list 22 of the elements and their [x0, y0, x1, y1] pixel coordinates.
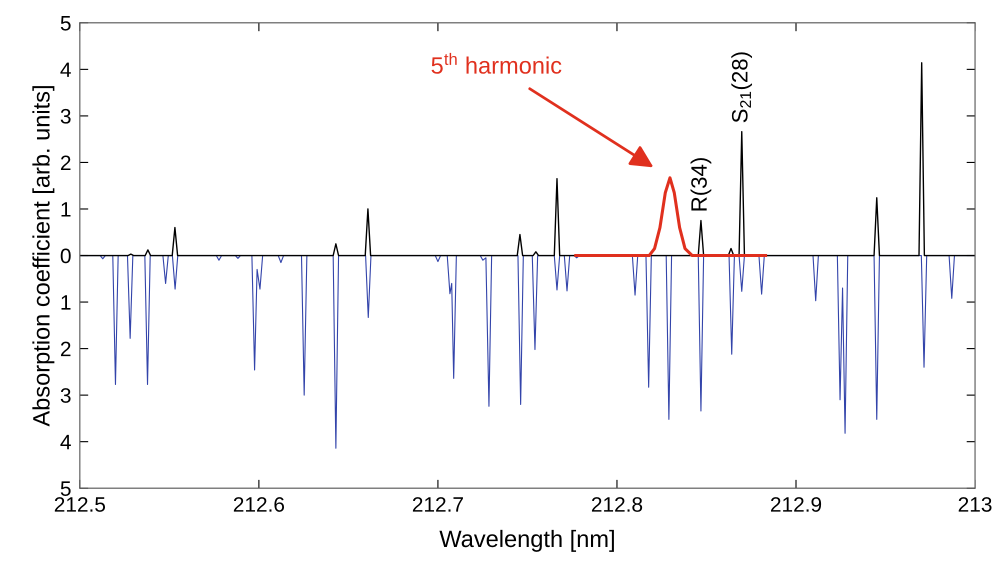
y-tick-label: 3 [60, 108, 71, 124]
x-tick-label: 213 [958, 497, 992, 512]
x-tick-label: 212.5 [54, 497, 106, 512]
x-tick-label: 212.7 [412, 497, 463, 512]
x-axis-title: Wavelength [nm] [439, 530, 614, 552]
annotation: S$_{21}$(28) [731, 52, 752, 122]
y-tick-label: 4 [60, 434, 71, 450]
x-tick-label: 212.9 [770, 497, 822, 512]
annotation: R(34) [690, 158, 712, 210]
annotation: 5$^{th}$ harmonic [432, 52, 562, 74]
y-tick-label: 5 [60, 481, 71, 496]
y-tick-label: 4 [60, 62, 71, 77]
y-tick-label: 0 [60, 248, 71, 264]
y-tick-label: 2 [60, 155, 70, 170]
x-tick-label: 212.8 [592, 497, 642, 512]
y-tick-label: 1 [62, 202, 70, 217]
y-tick-label: 2 [60, 342, 70, 356]
y-tick-label: 3 [60, 388, 71, 403]
y-tick-label: 5 [60, 16, 71, 31]
y-axis-title: Absorption coefficient [arb. units] [32, 86, 54, 427]
y-tick-label: 1 [62, 295, 70, 310]
x-tick-label: 212.6 [234, 497, 284, 512]
